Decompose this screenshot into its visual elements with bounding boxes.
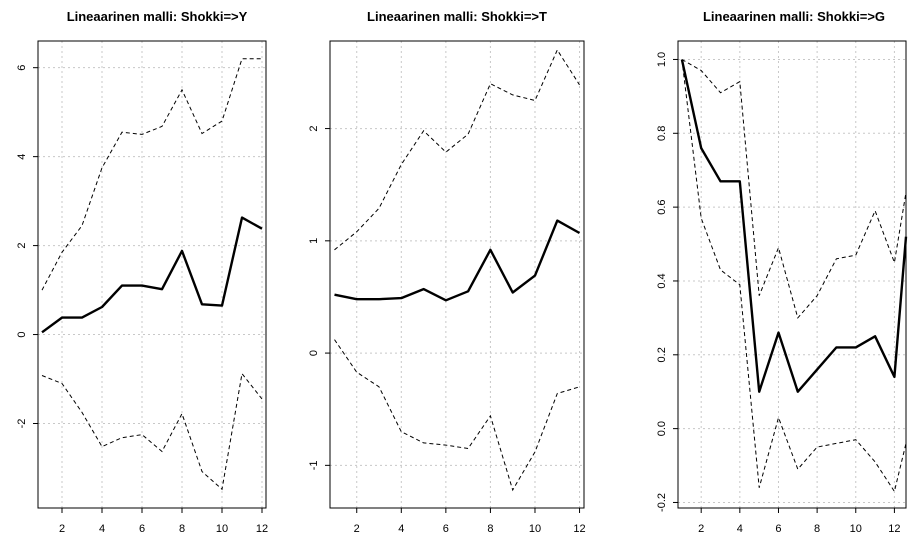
x-tick-label: 2 (698, 523, 704, 535)
x-tick-label: 2 (59, 523, 65, 535)
chart-panel-3: Lineaarinen malli: Shokki=>G 2 4 6 8 10 12 -0.2… (656, 9, 908, 535)
y-tick-label: 1 (308, 238, 320, 244)
y-tick-label: 6 (16, 65, 28, 71)
x-tick-label: 10 (529, 523, 541, 535)
x-tick-label: 12 (888, 523, 900, 535)
y-tick-label: -1 (308, 460, 320, 470)
x-tick-label: 6 (443, 523, 449, 535)
x-tick-label: 6 (139, 523, 145, 535)
series-line-upper (41, 58, 262, 291)
x-tick-label: 4 (398, 523, 404, 535)
series-line-estimate (334, 219, 581, 302)
series-line-upper (334, 48, 580, 251)
chart-title: Lineaarinen malli: Shokki=>Y (67, 9, 248, 24)
x-tick-label: 8 (487, 523, 493, 535)
y-tick-label: 0.6 (656, 199, 668, 214)
x-tick-label: 4 (99, 523, 105, 535)
x-tick-label: 12 (256, 523, 268, 535)
x-tick-label: 8 (814, 523, 820, 535)
x-tick-label: 4 (737, 523, 743, 535)
plot-frame (677, 40, 907, 509)
y-tick-label: 0.4 (656, 273, 668, 288)
y-tick-label: 0.2 (656, 347, 668, 362)
plot-frame (37, 40, 267, 509)
y-tick-label: 0 (16, 331, 28, 337)
x-tick-label: 2 (354, 523, 360, 535)
y-tick-label: 2 (16, 243, 28, 249)
x-tick-label: 10 (850, 523, 862, 535)
y-tick-label: 1.0 (656, 52, 668, 67)
chart-panel-2: Lineaarinen malli: Shokki=>T2 4 6 8 10 12-101… (308, 9, 586, 535)
series-line-lower (334, 339, 580, 492)
chart-title: Lineaarinen malli: Shokki=>T (367, 9, 547, 24)
y-tick-label: 0.0 (656, 421, 668, 436)
series-line-upper (681, 59, 907, 319)
series-line-estimate (680, 59, 908, 393)
y-tick-label: 2 (308, 126, 320, 132)
y-tick-label: -0.2 (656, 493, 668, 512)
x-tick-label: 6 (775, 523, 781, 535)
x-tick-label: 8 (179, 523, 185, 535)
chart-panel-1: Lineaarinen malli: Shokki=>Y 2 4 6 8 10 12 -2 0 2… (16, 9, 268, 535)
chart-title: Lineaarinen malli: Shokki=>G (703, 9, 885, 24)
y-tick-label: 0 (308, 350, 320, 356)
plot-frame (329, 40, 585, 509)
x-tick-label: 12 (573, 523, 585, 535)
series-line-lower (681, 59, 907, 493)
y-tick-label: 0.8 (656, 126, 668, 141)
y-tick-label: -2 (16, 419, 28, 429)
series-line-estimate (41, 216, 263, 334)
series-line-lower (41, 372, 263, 491)
y-tick-label: 4 (16, 154, 28, 160)
x-tick-label: 10 (216, 523, 228, 535)
